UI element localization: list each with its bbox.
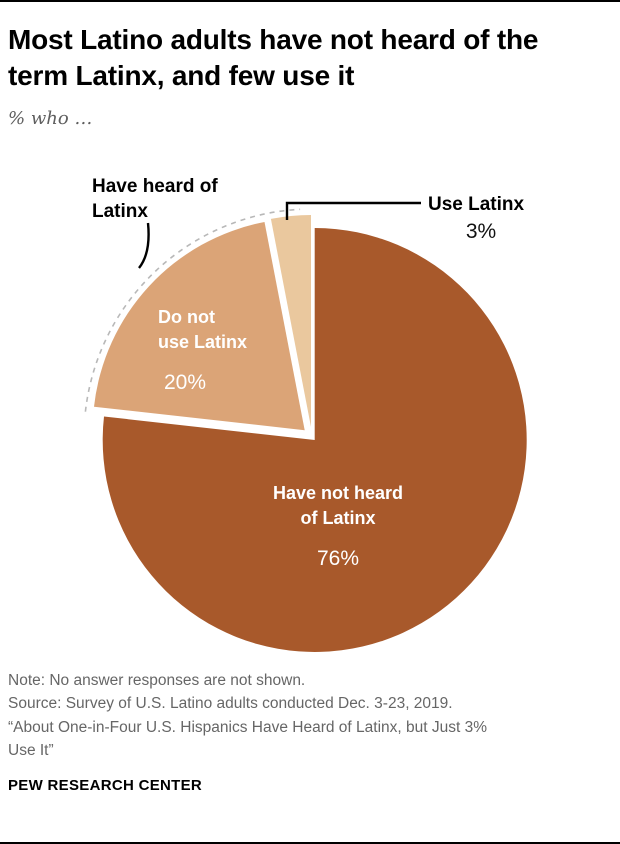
heard-callout-label-line2: Latinx [92,201,148,222]
heard-callout-line [138,223,150,269]
heard-dashed-arc [84,208,301,413]
pie-slice-have-not-heard [102,228,527,653]
pie-slice-use [270,215,311,428]
do-not-use-pct: 20% [164,371,206,394]
pie-labels: Have heard of Latinx Use Latinx 3% Do no… [92,176,525,570]
use-callout-pct: 3% [466,220,496,243]
heard-callout-label-line1: Have heard of [92,176,218,197]
pie-slice-do-not-use [94,222,305,431]
use-callout-label: Use Latinx [428,194,525,215]
report-quote-line1: “About One-in-Four U.S. Hispanics Have H… [8,718,487,736]
have-not-heard-label-line2: of Latinx [301,508,376,528]
report-quote-line2: Use It” [8,741,54,759]
pie-chart: Have heard of Latinx Use Latinx 3% Do no… [84,176,527,653]
use-callout-line [285,202,421,221]
chart-notes: Note: No answer responses are not shown.… [8,669,612,762]
brand-pew-research-center: PEW RESEARCH CENTER [8,777,203,795]
page-title: Most Latino adults have not heard of the… [8,24,539,92]
have-not-heard-label-line1: Have not heard [273,483,403,503]
pie-slices [94,215,527,653]
do-not-use-label-line1: Do not [158,307,215,327]
do-not-use-label-line2: use Latinx [158,332,247,352]
have-not-heard-pct: 76% [317,547,359,570]
source-text: Source: Survey of U.S. Latino adults con… [8,695,453,713]
chart-subtitle: % who … [8,108,93,130]
note-text: Note: No answer responses are not shown. [8,672,306,690]
